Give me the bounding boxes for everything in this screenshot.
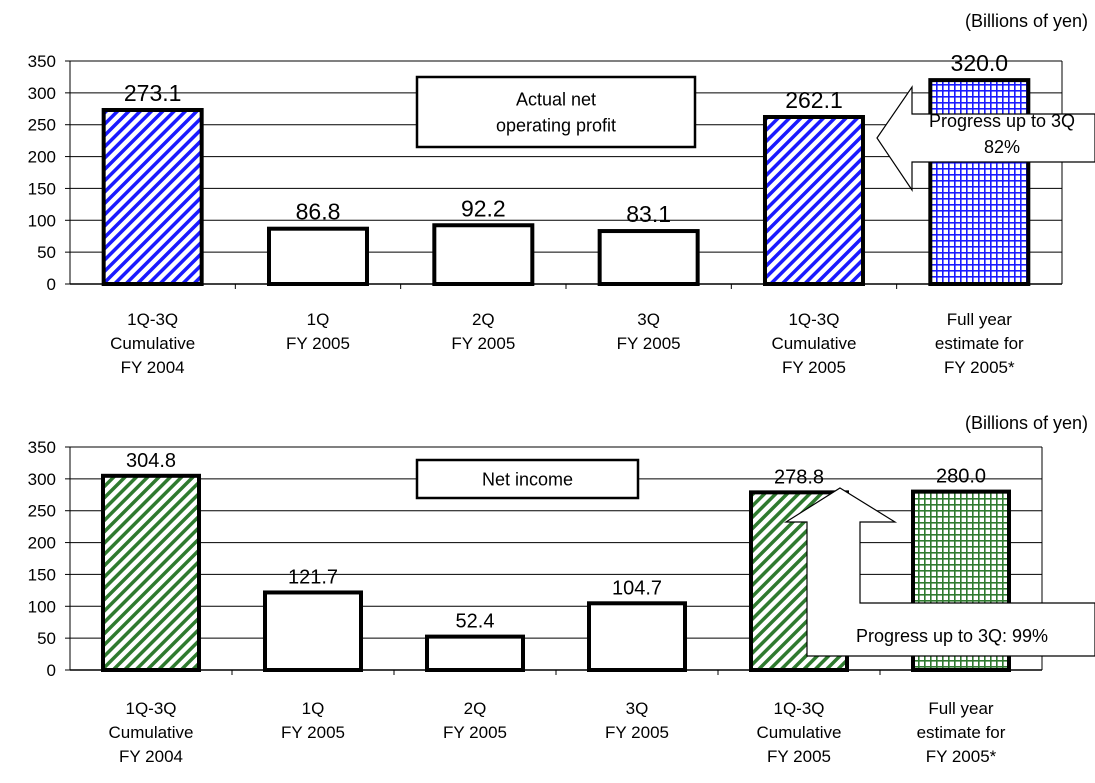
chart-2-y-tick-label: 0 xyxy=(47,661,56,680)
chart-1-category-label: 1Q-3Q xyxy=(127,310,178,329)
chart-2-unit-label: (Billions of yen) xyxy=(965,413,1088,433)
chart-2-category-label: Full year xyxy=(928,699,994,718)
chart-2-y-tick-label: 250 xyxy=(28,502,56,521)
chart-1-value-label: 86.8 xyxy=(296,199,341,225)
chart-1-progress-text: Progress up to 3Q xyxy=(929,111,1075,131)
chart-2-category-label: FY 2004 xyxy=(119,747,183,766)
chart-2-value-label: 304.8 xyxy=(126,450,176,472)
chart-1-y-tick-label: 0 xyxy=(47,275,56,294)
chart-2-bar xyxy=(587,601,687,672)
chart-1-callout-box xyxy=(415,75,697,149)
chart-1-y-tick-label: 300 xyxy=(28,84,56,103)
chart-1-progress-text: 82% xyxy=(984,137,1020,157)
chart-1-value-label: 83.1 xyxy=(626,201,671,227)
chart-1-category-label: Cumulative xyxy=(110,334,195,353)
chart-2-category-label: 1Q xyxy=(302,699,325,718)
chart-2-y-tick-label: 50 xyxy=(37,629,56,648)
chart-2-value-label: 121.7 xyxy=(288,566,338,588)
chart-1-category-label: 1Q xyxy=(307,310,330,329)
chart-1-category-label: 2Q xyxy=(472,310,495,329)
chart-2-category-label: 3Q xyxy=(626,699,649,718)
chart-2-bar xyxy=(425,634,525,672)
chart-1-category-label: FY 2005 xyxy=(451,334,515,353)
chart-1-category-label: FY 2005 xyxy=(782,358,846,377)
chart-2-category-label: Cumulative xyxy=(756,723,841,742)
chart-2-bar xyxy=(101,473,201,672)
chart-1-y-tick-label: 200 xyxy=(28,148,56,167)
chart-2-category-label: 2Q xyxy=(464,699,487,718)
chart-2-bar xyxy=(263,590,363,672)
chart-2-y-tick-label: 300 xyxy=(28,470,56,489)
chart-2-value-label: 52.4 xyxy=(456,611,495,633)
chart-1-y-tick-label: 150 xyxy=(28,179,56,198)
chart-2-category-label: FY 2005 xyxy=(443,723,507,742)
chart-2-callout-text: Net income xyxy=(482,469,573,489)
chart-2-y-tick-label: 150 xyxy=(28,565,56,584)
chart-1-category-label: estimate for xyxy=(935,334,1024,353)
chart-2-progress-arrow xyxy=(783,487,1095,657)
chart-2-category-label: FY 2005 xyxy=(767,747,831,766)
chart-1-bar xyxy=(597,229,700,286)
chart-1-y-tick-label: 250 xyxy=(28,116,56,135)
chart-2-y-tick-label: 200 xyxy=(28,534,56,553)
chart-1-value-label: 273.1 xyxy=(124,80,182,106)
chart-1-category-label: 1Q-3Q xyxy=(788,310,839,329)
chart-2-category-label: FY 2005 xyxy=(605,723,669,742)
chart-1-category-label: FY 2005* xyxy=(944,358,1015,377)
chart-1-value-label: 262.1 xyxy=(785,87,843,113)
chart-1-bar xyxy=(266,226,369,286)
chart-1-value-label: 92.2 xyxy=(461,195,506,221)
chart-2-callout-box xyxy=(415,458,640,500)
chart-1-callout-text: operating profit xyxy=(496,115,616,135)
chart-1-y-tick-label: 100 xyxy=(28,211,56,230)
chart-1-y-tick-label: 50 xyxy=(37,243,56,262)
chart-2-category-label: 1Q-3Q xyxy=(773,699,824,718)
chart-1-progress-arrow xyxy=(876,85,1095,192)
chart-1-category-label: FY 2005 xyxy=(617,334,681,353)
chart-1-callout-text: Actual net xyxy=(516,89,596,109)
chart-1-bar xyxy=(432,223,535,287)
chart-2-category-label: FY 2005 xyxy=(281,723,345,742)
chart-2-y-tick-label: 350 xyxy=(28,438,56,457)
chart-2-category-label: 1Q-3Q xyxy=(125,699,176,718)
chart-1-value-label: 320.0 xyxy=(951,50,1009,76)
chart-1-unit-label: (Billions of yen) xyxy=(965,11,1088,31)
chart-2-category-label: FY 2005* xyxy=(926,747,997,766)
chart-1-category-label: Full year xyxy=(947,310,1013,329)
chart-2-category-label: Cumulative xyxy=(108,723,193,742)
chart-2-category-label: estimate for xyxy=(917,723,1006,742)
chart-1-category-label: Cumulative xyxy=(771,334,856,353)
chart-2-y-tick-label: 100 xyxy=(28,597,56,616)
chart-1-bar xyxy=(762,115,865,287)
chart-1-category-label: FY 2005 xyxy=(286,334,350,353)
chart-1-category-label: 3Q xyxy=(637,310,660,329)
chart-2-value-label: 280.0 xyxy=(936,466,986,488)
chart-1-category-label: FY 2004 xyxy=(121,358,185,377)
chart-2-progress-text: Progress up to 3Q: 99% xyxy=(856,626,1048,646)
chart-2-value-label: 104.7 xyxy=(612,577,662,599)
chart-1-y-tick-label: 350 xyxy=(28,52,56,71)
chart-2-value-label: 278.8 xyxy=(774,466,824,488)
chart-1-bar xyxy=(101,107,204,286)
